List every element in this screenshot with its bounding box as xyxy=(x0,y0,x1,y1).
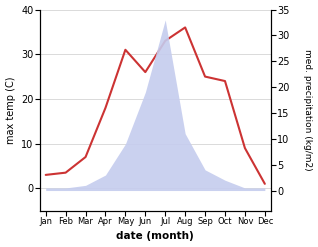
X-axis label: date (month): date (month) xyxy=(116,231,194,242)
Y-axis label: max temp (C): max temp (C) xyxy=(5,76,16,144)
Y-axis label: med. precipitation (kg/m2): med. precipitation (kg/m2) xyxy=(303,49,313,171)
